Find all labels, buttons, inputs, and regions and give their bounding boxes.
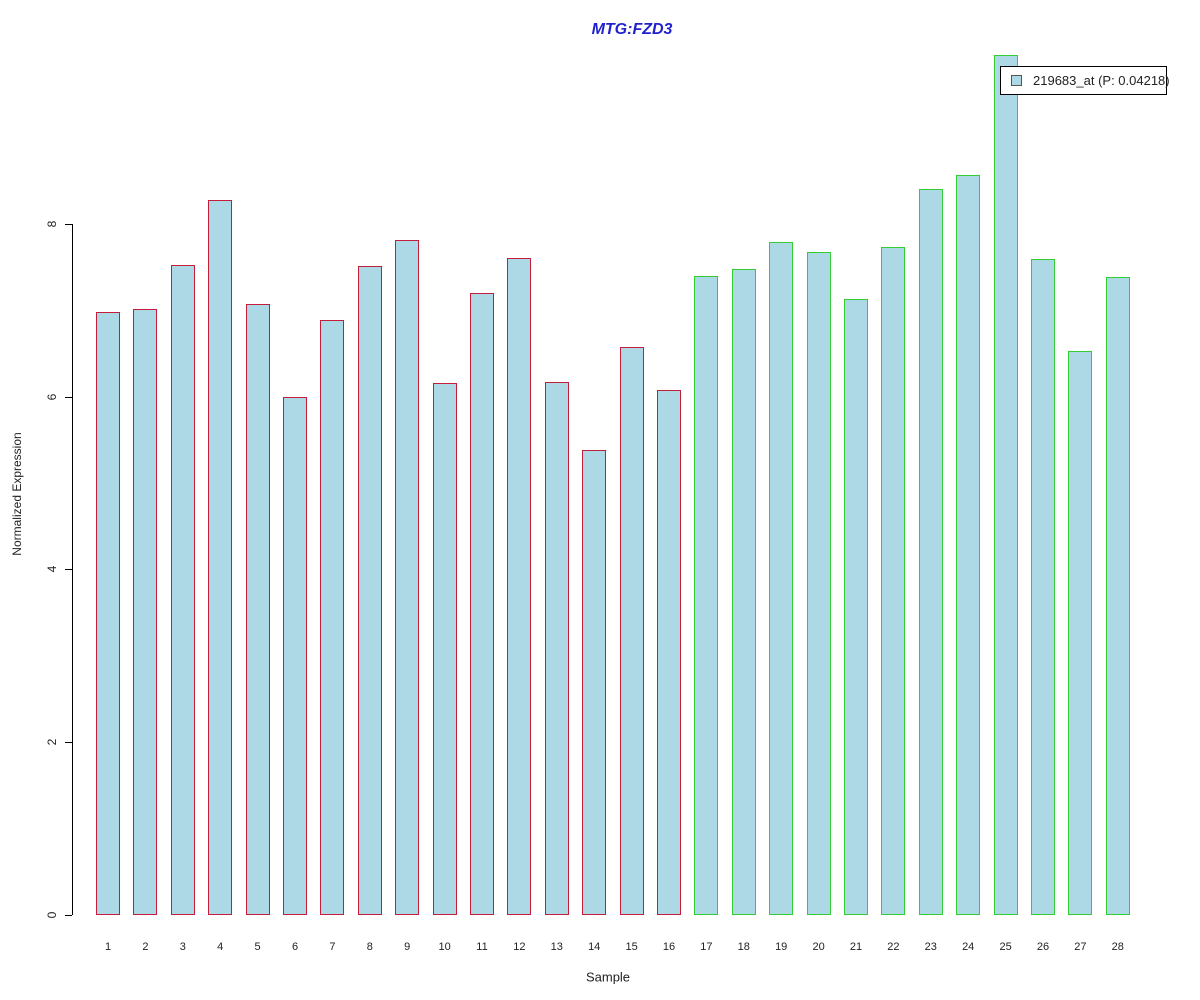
bar-sample-14 (582, 450, 607, 915)
bar-sample-2 (133, 309, 158, 915)
bar-sample-10 (432, 382, 457, 915)
bar-sample-6 (283, 396, 307, 915)
y-tick-label-4: 4 (45, 565, 59, 573)
y-axis-line (72, 224, 73, 915)
legend-swatch-icon (1011, 75, 1022, 86)
x-tick-label-24: 24 (962, 941, 975, 953)
bar-sample-15 (619, 347, 644, 915)
x-tick-label-18: 18 (737, 941, 750, 953)
y-tick-mark-8 (65, 224, 72, 225)
chart-title: MTG:FZD3 (591, 21, 673, 38)
legend-label: 219683_at (P: 0.04218) (1033, 73, 1170, 88)
bar-sample-24 (956, 175, 981, 915)
bar-sample-25 (993, 55, 1018, 915)
bar-sample-26 (1031, 259, 1055, 915)
bar-sample-5 (245, 304, 270, 915)
y-tick-label-6: 6 (45, 393, 59, 401)
x-tick-label-14: 14 (588, 941, 601, 953)
bar-sample-3 (170, 265, 195, 915)
y-axis-label: Normalized Expression (10, 432, 24, 556)
bar-sample-16 (657, 389, 681, 915)
x-tick-label-11: 11 (476, 941, 488, 953)
x-tick-label-7: 7 (329, 941, 336, 953)
x-axis-label: Sample (585, 969, 631, 985)
bar-sample-28 (1105, 277, 1130, 915)
x-tick-label-6: 6 (291, 941, 299, 953)
y-tick-label-0: 0 (45, 911, 59, 919)
bar-sample-11 (470, 292, 494, 915)
bar-sample-4 (208, 199, 233, 915)
bar-sample-23 (918, 189, 943, 915)
bar-sample-9 (395, 240, 420, 915)
x-tick-label-13: 13 (550, 941, 563, 953)
x-tick-label-4: 4 (217, 941, 224, 953)
x-tick-label-23: 23 (924, 941, 937, 953)
bar-sample-21 (844, 299, 868, 915)
x-tick-label-17: 17 (700, 941, 713, 953)
x-tick-label-27: 27 (1074, 941, 1087, 953)
y-tick-mark-6 (65, 397, 72, 398)
bar-sample-8 (357, 266, 382, 915)
x-tick-label-2: 2 (142, 941, 149, 953)
x-tick-label-9: 9 (404, 941, 411, 953)
x-tick-label-21: 21 (849, 941, 863, 953)
bar-sample-12 (507, 257, 532, 915)
y-tick-mark-4 (65, 569, 72, 570)
x-tick-label-5: 5 (254, 941, 261, 953)
bar-sample-1 (96, 311, 120, 915)
y-tick-mark-0 (65, 915, 72, 916)
legend: 219683_at (P: 0.04218) (1000, 66, 1170, 95)
x-tick-label-26: 26 (1036, 941, 1050, 953)
bar-sample-20 (806, 252, 831, 915)
x-tick-label-8: 8 (366, 941, 373, 953)
y-tick-label-8: 8 (45, 220, 59, 228)
bar-sample-27 (1068, 350, 1093, 915)
bar-sample-7 (320, 319, 345, 915)
x-tick-label-1: 1 (104, 941, 112, 953)
bar-sample-17 (694, 275, 719, 915)
x-tick-label-3: 3 (179, 941, 186, 953)
x-tick-label-19: 19 (775, 941, 788, 953)
x-tick-label-15: 15 (625, 941, 638, 953)
x-tick-label-16: 16 (662, 941, 676, 953)
x-tick-label-28: 28 (1111, 941, 1124, 953)
y-tick-mark-2 (65, 742, 72, 743)
y-tick-label-2: 2 (45, 738, 59, 746)
bar-sample-18 (731, 268, 756, 915)
bar-sample-19 (769, 241, 794, 915)
x-tick-label-22: 22 (887, 941, 900, 953)
x-tick-label-20: 20 (812, 941, 825, 953)
bar-sample-22 (881, 247, 906, 915)
bar-sample-13 (544, 381, 569, 915)
x-tick-label-25: 25 (999, 941, 1012, 953)
x-tick-label-10: 10 (438, 941, 451, 953)
x-tick-label-12: 12 (513, 941, 526, 953)
